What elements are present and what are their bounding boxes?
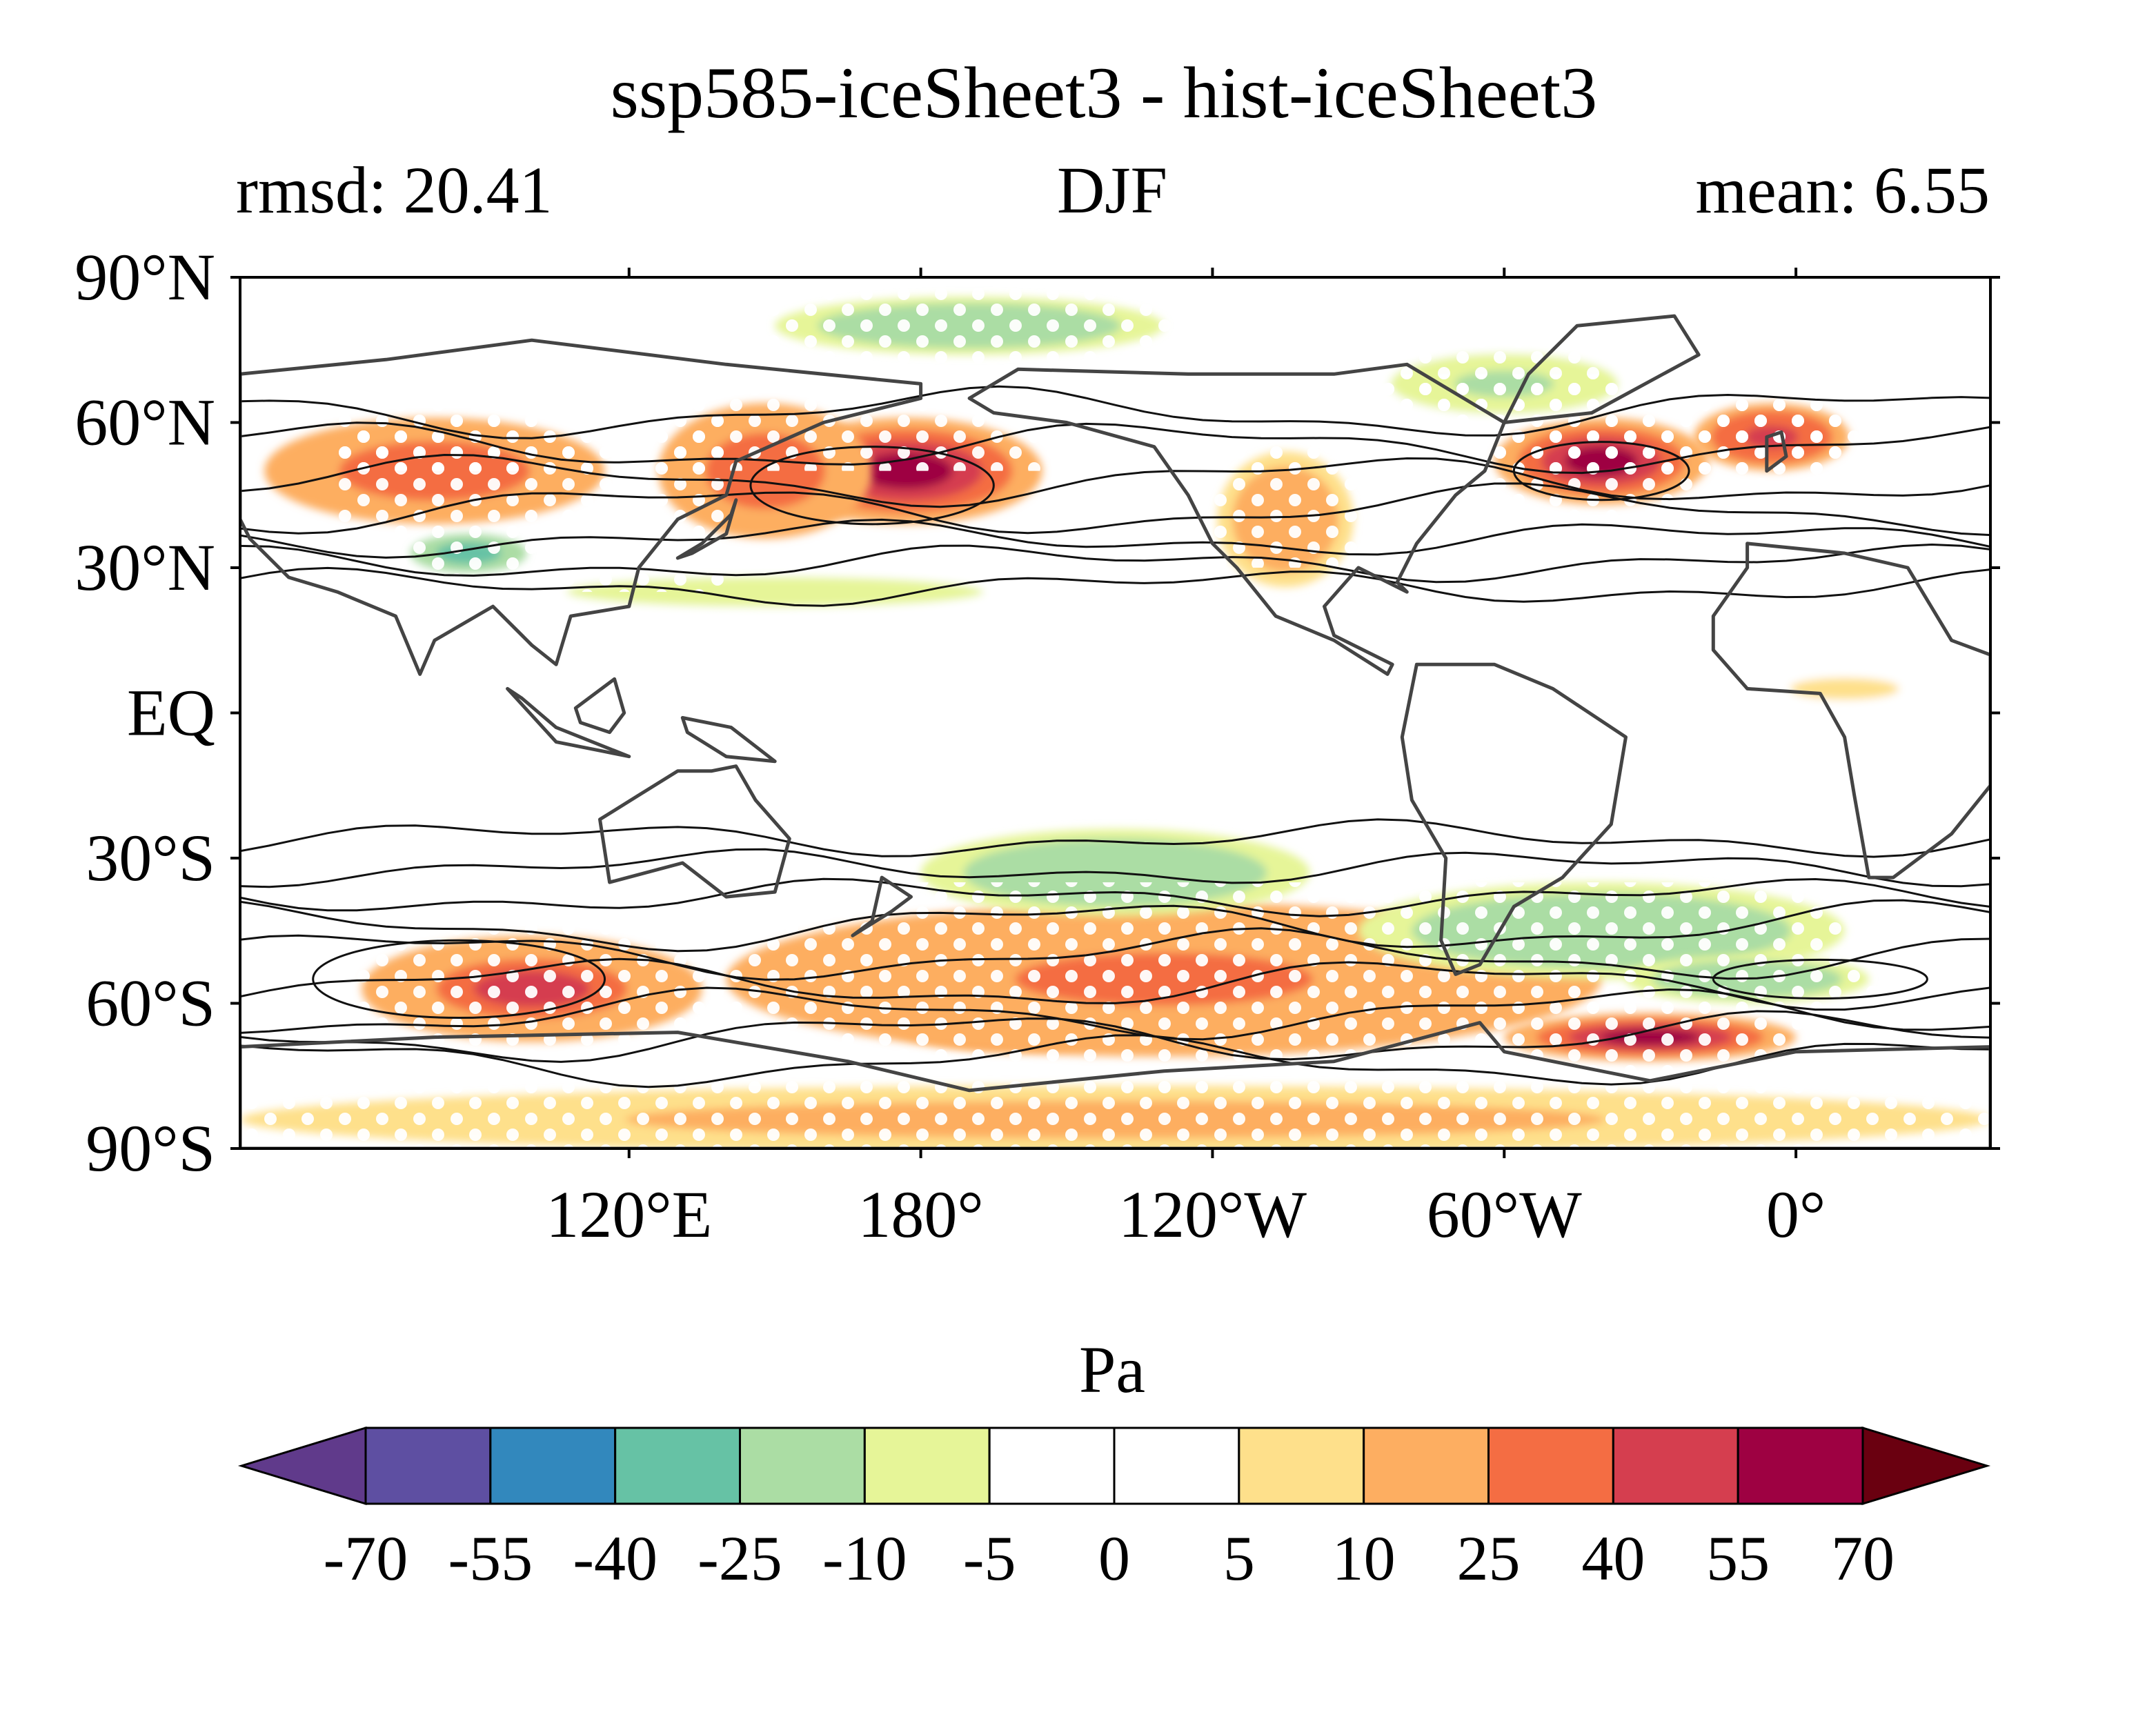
colorbar-segment [1238,1426,1365,1505]
contour-line [240,848,1990,888]
anomaly-contour-fill [1811,682,1878,695]
colorbar-tick-label: 70 [1831,1523,1895,1593]
lat-tick-label: 60°S [86,966,215,1040]
anomaly-region [1747,669,1942,708]
contour-line [240,877,1990,917]
coastline-path [240,1021,1990,1149]
colorbar-segments [237,1426,1991,1506]
contour-line [240,482,1990,537]
stipple-region [240,882,1990,1149]
colorbar-tick-label: 0 [1098,1523,1130,1593]
colorbar-tick-label: 55 [1706,1523,1770,1593]
lon-tick-label: 0° [1766,1177,1826,1251]
contour-line [240,421,1990,475]
lat-tick-label: 30°N [75,530,215,604]
colorbar-tick-label: 40 [1581,1523,1645,1593]
contour-line [240,518,1990,559]
contour-line [240,385,1990,439]
colorbar-segment [739,1426,866,1505]
colorbar-tick-labels: -70 -55 -40 -25 -10 -5 0 5 10 25 40 55 70 [324,1523,1895,1593]
colorbar-segment [863,1426,991,1505]
latitude-axis: 90°N 60°N 30°N EQ 30°S 60°S 90°S [75,240,2000,1185]
coastline-path [967,362,1506,676]
lon-tick-label: 60°W [1427,1177,1582,1251]
colorbar: Pa -70 -55 -40 -25 -10 -5 0 5 10 25 40 55 70 [237,1333,1991,1593]
contour-line [240,453,1990,508]
contour-line [240,957,1990,1011]
coastline-path [675,498,738,560]
lat-tick-label: 30°S [86,821,215,895]
colorbar-segment [364,1426,492,1505]
colorbar-tick-label: -5 [963,1523,1016,1593]
coastline-path [1711,541,1990,879]
mean-label: mean: 6.55 [1695,153,1990,227]
colorbar-segment [489,1426,617,1505]
anomaly-contour-fill [684,585,866,599]
colorbar-tick-label: 25 [1457,1523,1521,1593]
coastline-path [680,716,777,764]
contour-line [240,1010,1990,1063]
lon-tick-label: 180° [858,1177,983,1251]
coastline-path [1765,430,1788,473]
colorbar-segment [1363,1426,1490,1505]
coastline-path [1400,662,1628,976]
coastline-path [506,686,631,759]
colorbar-under-arrow [237,1426,367,1506]
coastline-path [240,338,923,676]
coastlines [240,314,2039,1149]
lat-tick-label: 90°S [86,1111,215,1185]
stipple-region [337,398,726,593]
contour-line [240,566,1990,607]
contour-line [1512,441,1690,501]
lon-tick-label: 120°W [1118,1177,1307,1251]
colorbar-tick-label: -40 [573,1523,657,1593]
lat-tick-label: EQ [127,676,215,750]
season-label: DJF [1057,153,1167,227]
colorbar-segment [1737,1426,1864,1505]
coastline-path [1502,314,1701,424]
colorbar-segment [988,1426,1116,1505]
colorbar-segment [1487,1426,1614,1505]
significance-stippling [240,277,1990,1149]
colorbar-segment [1113,1426,1240,1505]
colorbar-over-arrow [1861,1426,1991,1506]
coastline-path [598,764,791,899]
longitude-axis: 120°E 180° 120°W 60°W 0° [546,268,1826,1251]
colorbar-tick-label: -25 [698,1523,782,1593]
colorbar-segment [614,1426,742,1505]
contour-line [1712,958,1928,1000]
contour-line [240,927,1990,981]
coastline-path [2005,771,2039,834]
contour-line [240,543,1990,584]
colorbar-tick-label: -10 [822,1523,907,1593]
colorbar-segment [1612,1426,1739,1505]
contour-line [312,939,606,1020]
lat-tick-label: 60°N [75,386,215,459]
coastline-path [573,677,626,735]
lon-tick-label: 120°E [546,1177,712,1251]
rmsd-label: rmsd: 20.41 [236,153,553,227]
colorbar-tick-label: 5 [1223,1523,1255,1593]
lat-tick-label: 90°N [75,240,215,314]
contour-line [240,986,1990,1041]
contour-line [240,818,1990,858]
colorbar-unit-label: Pa [1079,1333,1145,1406]
contour-line [749,446,995,526]
colorbar-tick-label: -55 [448,1523,533,1593]
contour-line [240,899,1990,953]
figure-title: ssp585-iceSheet3 - hist-iceSheet3 [611,52,1598,133]
colorbar-tick-label: -70 [324,1523,408,1593]
coastline-path [851,875,913,937]
colorbar-tick-label: 10 [1332,1523,1396,1593]
